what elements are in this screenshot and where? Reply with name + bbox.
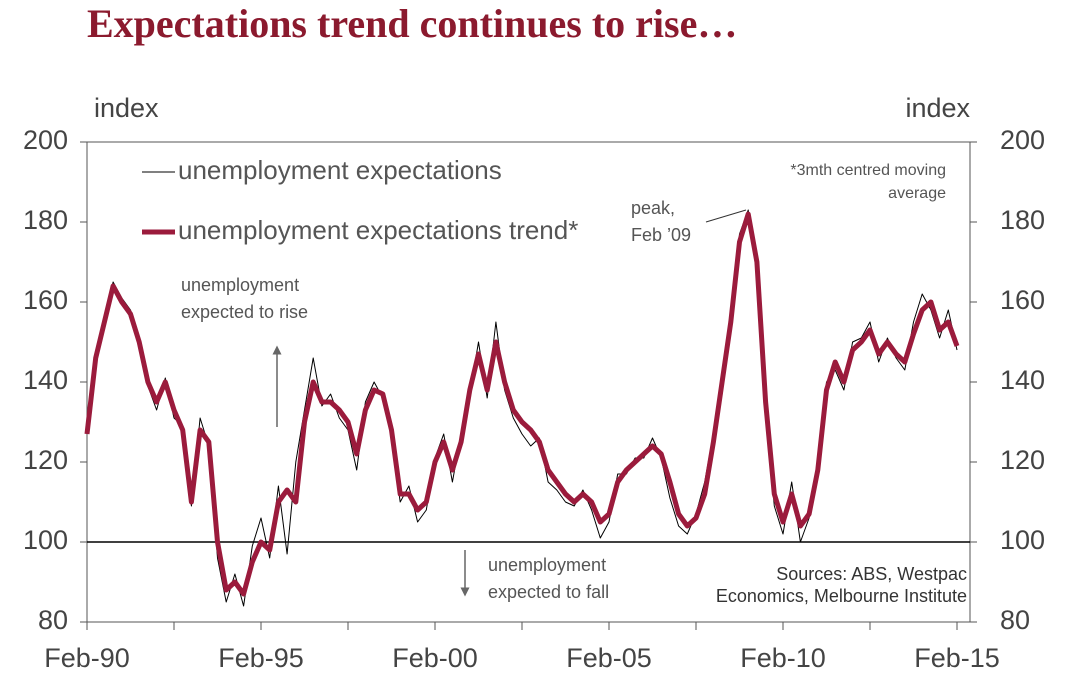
y-tick-label: 180 [23, 205, 68, 235]
y2-tick-label: 80 [1000, 605, 1030, 635]
rise-annotation: unemployment [181, 275, 299, 295]
note: average [888, 185, 946, 202]
x-tick-label: Feb-00 [392, 643, 478, 673]
sources: Economics, Melbourne Institute [716, 586, 967, 606]
y2-tick-label: 120 [1000, 445, 1045, 475]
note: *3mth centred moving [790, 162, 946, 179]
y2-tick-label: 180 [1000, 205, 1045, 235]
x-tick-label: Feb-95 [218, 643, 304, 673]
peak-annotation: Feb ’09 [631, 225, 691, 245]
x-tick-label: Feb-90 [44, 643, 130, 673]
fall-annotation: unemployment [488, 555, 606, 575]
y2-axis-label: index [905, 93, 970, 123]
x-tick-label: Feb-10 [740, 643, 826, 673]
series-line [84, 211, 960, 597]
sources: Sources: ABS, Westpac [776, 564, 967, 584]
fall-annotation: expected to fall [488, 582, 609, 602]
y-tick-label: 80 [38, 605, 68, 635]
rise-annotation: expected to rise [181, 302, 308, 322]
peak-annotation: peak, [631, 198, 675, 218]
legend-label: unemployment expectations trend* [178, 215, 578, 245]
x-tick-label: Feb-15 [914, 643, 1000, 673]
y2-tick-label: 160 [1000, 285, 1045, 315]
y-tick-label: 100 [23, 525, 68, 555]
x-tick-label: Feb-05 [566, 643, 652, 673]
y-axis-label: index [94, 93, 159, 123]
y2-tick-label: 140 [1000, 365, 1045, 395]
y2-tick-label: 100 [1000, 525, 1045, 555]
y-tick-label: 160 [23, 285, 68, 315]
peak-pointer [705, 209, 747, 223]
legend-label: unemployment expectations [178, 155, 502, 185]
chart-title: Expectations trend continues to rise… [87, 1, 737, 46]
y-tick-label: 120 [23, 445, 68, 475]
y2-tick-label: 200 [1000, 125, 1045, 155]
y-tick-label: 140 [23, 365, 68, 395]
y-tick-label: 200 [23, 125, 68, 155]
